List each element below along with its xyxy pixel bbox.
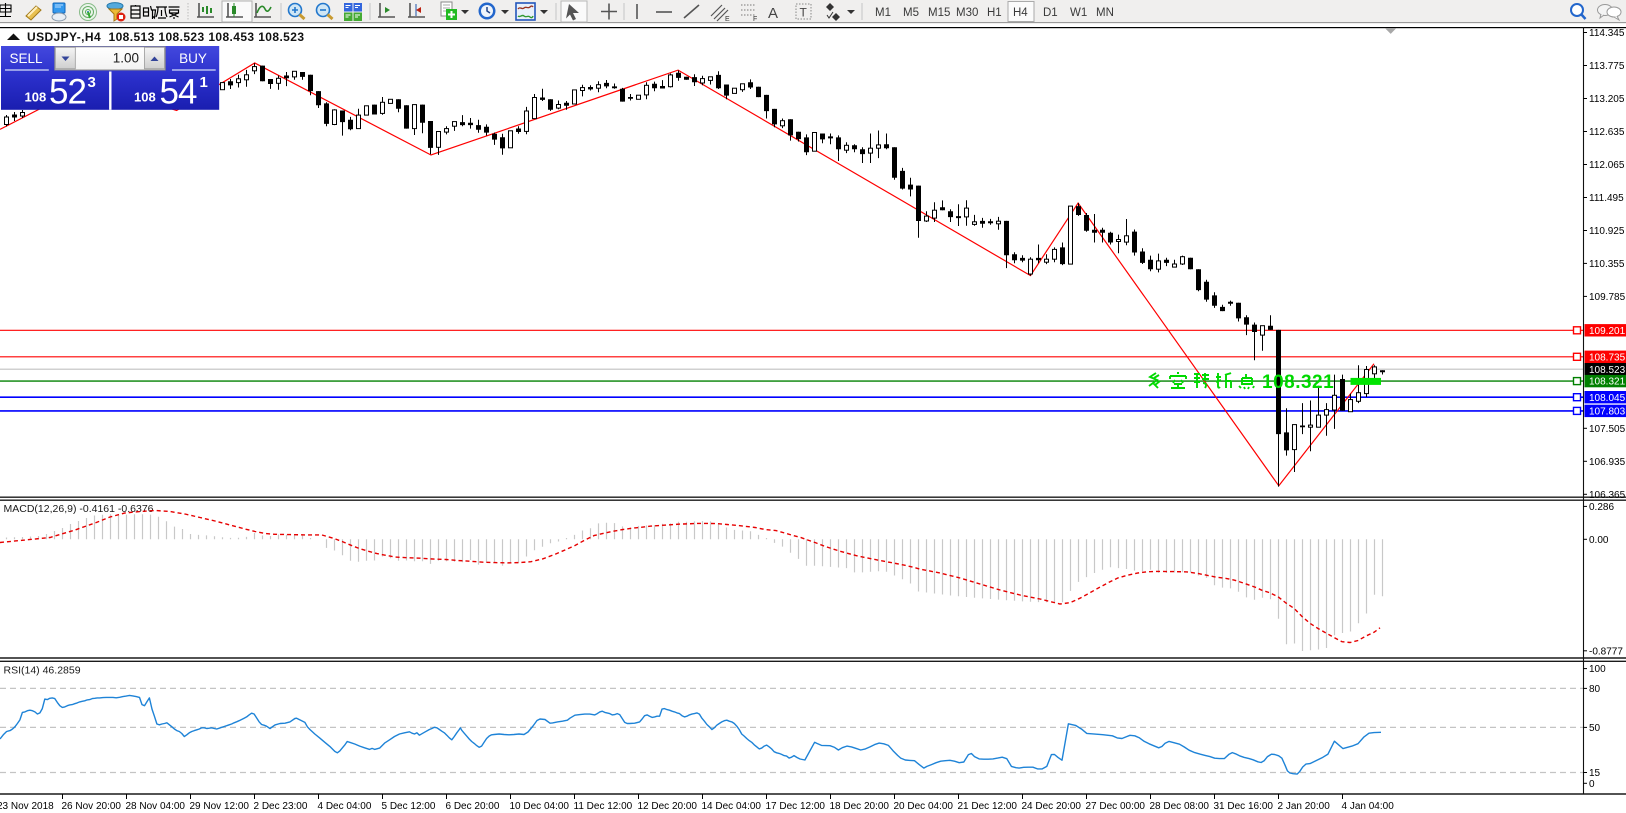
svg-text:112.065: 112.065 bbox=[1589, 160, 1625, 171]
svg-text:108.735: 108.735 bbox=[1589, 352, 1626, 363]
svg-text:108.321: 108.321 bbox=[1262, 372, 1334, 393]
svg-text:111.495: 111.495 bbox=[1589, 193, 1624, 204]
svg-text:H1: H1 bbox=[987, 7, 1002, 19]
svg-text:2 Jan 20:00: 2 Jan 20:00 bbox=[1278, 801, 1331, 812]
svg-text:T: T bbox=[800, 6, 808, 20]
svg-text:11 Dec 12:00: 11 Dec 12:00 bbox=[574, 801, 633, 812]
svg-text:29 Nov 12:00: 29 Nov 12:00 bbox=[190, 801, 250, 812]
svg-text:10 Dec 04:00: 10 Dec 04:00 bbox=[510, 801, 570, 812]
svg-text:20 Dec 04:00: 20 Dec 04:00 bbox=[894, 801, 954, 812]
svg-text:113.775: 113.775 bbox=[1589, 61, 1625, 72]
svg-text:110.355: 110.355 bbox=[1589, 259, 1625, 270]
svg-text:0: 0 bbox=[1589, 779, 1595, 790]
svg-text:A: A bbox=[768, 5, 778, 22]
svg-text:0.286: 0.286 bbox=[1589, 502, 1614, 513]
svg-text:106.365: 106.365 bbox=[1589, 490, 1626, 501]
svg-text:54: 54 bbox=[160, 73, 197, 112]
svg-text:MN: MN bbox=[1096, 7, 1114, 19]
svg-text:1: 1 bbox=[200, 74, 208, 91]
svg-text:100: 100 bbox=[1589, 664, 1606, 675]
svg-text:USDJPY-,H4 108.513 108.523 10: USDJPY-,H4 108.513 108.523 108.453 108.5… bbox=[27, 30, 304, 44]
svg-text:112.635: 112.635 bbox=[1589, 127, 1625, 138]
svg-text:31 Dec 16:00: 31 Dec 16:00 bbox=[1214, 801, 1274, 812]
svg-text:52: 52 bbox=[49, 73, 86, 112]
svg-text:109.201: 109.201 bbox=[1589, 326, 1626, 337]
svg-text:14 Dec 04:00: 14 Dec 04:00 bbox=[702, 801, 762, 812]
svg-text:108.523: 108.523 bbox=[1589, 365, 1626, 376]
svg-text:F: F bbox=[753, 16, 757, 23]
svg-text:50: 50 bbox=[1589, 723, 1601, 734]
svg-text:3: 3 bbox=[88, 74, 96, 91]
svg-text:113.205: 113.205 bbox=[1589, 94, 1625, 105]
svg-text:110.925: 110.925 bbox=[1589, 226, 1625, 237]
svg-text:0.00: 0.00 bbox=[1589, 535, 1609, 546]
svg-text:-0.8777: -0.8777 bbox=[1589, 646, 1623, 657]
svg-text:4 Dec 04:00: 4 Dec 04:00 bbox=[318, 801, 372, 812]
svg-text:RSI(14) 46.2859: RSI(14) 46.2859 bbox=[4, 665, 81, 677]
svg-text:18 Dec 20:00: 18 Dec 20:00 bbox=[830, 801, 890, 812]
svg-text:108.321: 108.321 bbox=[1589, 377, 1626, 388]
svg-text:23 Nov 2018: 23 Nov 2018 bbox=[0, 801, 54, 812]
svg-text:6 Dec 20:00: 6 Dec 20:00 bbox=[446, 801, 500, 812]
svg-text:114.345: 114.345 bbox=[1589, 28, 1625, 39]
svg-text:28 Nov 04:00: 28 Nov 04:00 bbox=[126, 801, 186, 812]
svg-text:SELL: SELL bbox=[9, 51, 43, 66]
svg-text:M5: M5 bbox=[903, 7, 919, 19]
svg-text:BUY: BUY bbox=[179, 51, 207, 66]
svg-text:108.045: 108.045 bbox=[1589, 393, 1626, 404]
svg-text:108: 108 bbox=[134, 90, 156, 105]
svg-text:5 Dec 12:00: 5 Dec 12:00 bbox=[382, 801, 436, 812]
svg-text:107.803: 107.803 bbox=[1589, 407, 1626, 418]
svg-text:24 Dec 20:00: 24 Dec 20:00 bbox=[1022, 801, 1082, 812]
svg-text:1.00: 1.00 bbox=[113, 51, 139, 66]
svg-text:26 Nov 20:00: 26 Nov 20:00 bbox=[62, 801, 122, 812]
svg-text:17 Dec 12:00: 17 Dec 12:00 bbox=[766, 801, 826, 812]
svg-text:109.785: 109.785 bbox=[1589, 292, 1626, 303]
svg-text:107.505: 107.505 bbox=[1589, 424, 1626, 435]
svg-text:106.935: 106.935 bbox=[1589, 457, 1626, 468]
svg-text:28 Dec 08:00: 28 Dec 08:00 bbox=[1150, 801, 1210, 812]
svg-text:H4: H4 bbox=[1013, 7, 1028, 19]
svg-text:80: 80 bbox=[1589, 684, 1601, 695]
svg-text:M30: M30 bbox=[956, 7, 978, 19]
svg-text:15: 15 bbox=[1589, 768, 1601, 779]
svg-text:108: 108 bbox=[25, 90, 47, 105]
svg-text:21 Dec 12:00: 21 Dec 12:00 bbox=[958, 801, 1018, 812]
svg-text:W1: W1 bbox=[1070, 7, 1087, 19]
svg-text:M15: M15 bbox=[928, 7, 950, 19]
svg-text:27 Dec 00:00: 27 Dec 00:00 bbox=[1086, 801, 1146, 812]
svg-text:MACD(12,26,9) -0.4161 -0.6376: MACD(12,26,9) -0.4161 -0.6376 bbox=[4, 503, 154, 515]
svg-text:2 Dec 23:00: 2 Dec 23:00 bbox=[254, 801, 308, 812]
svg-text:E: E bbox=[725, 16, 730, 23]
svg-text:M1: M1 bbox=[875, 7, 891, 19]
svg-text:4 Jan 04:00: 4 Jan 04:00 bbox=[1342, 801, 1395, 812]
svg-text:12 Dec 20:00: 12 Dec 20:00 bbox=[638, 801, 698, 812]
svg-text:D1: D1 bbox=[1043, 7, 1058, 19]
